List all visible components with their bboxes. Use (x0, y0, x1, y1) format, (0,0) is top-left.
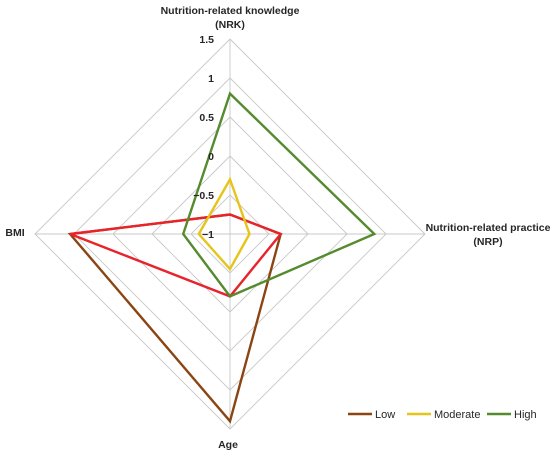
tick-label: 1 (208, 73, 214, 85)
axis-title-age: Age (218, 439, 238, 451)
axis-title-nrk: Nutrition-related knowledge (NRK) (161, 5, 300, 31)
tick-label: −0.5 (193, 190, 214, 202)
legend-label-low: Low (375, 409, 395, 421)
radar-grid (34, 38, 426, 430)
radar-series (67, 91, 377, 424)
axis-titles: Nutrition-related knowledge (NRK) Nutritio… (5, 5, 550, 451)
tick-label: −1 (202, 229, 214, 241)
series-moderate-polygon (197, 176, 251, 272)
legend-label-moderate: Moderate (434, 409, 480, 421)
legend-label-high: High (514, 409, 537, 421)
axis-title-bmi: BMI (5, 227, 24, 239)
tick-label: 0.5 (199, 112, 214, 124)
legend: Low Moderate High (348, 409, 537, 421)
tick-label: 1.5 (199, 34, 214, 46)
axis-title-nrp: Nutrition-related practice (NRP) (426, 222, 550, 248)
tick-label: 0 (208, 151, 214, 163)
radial-tick-labels: −1 −0.5 0 0.5 1 1.5 (193, 34, 214, 241)
series-high-polygon (181, 91, 377, 298)
series-low-alt-polygon (69, 213, 283, 298)
